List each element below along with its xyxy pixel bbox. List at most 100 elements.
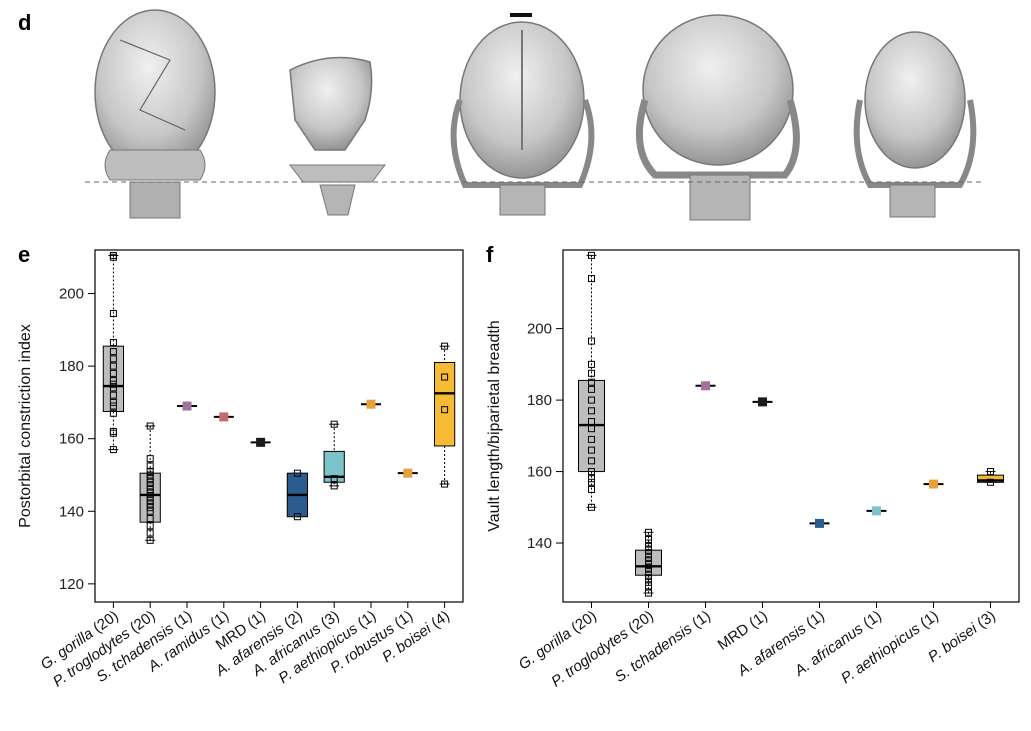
skull-3-image [450, 13, 595, 216]
data-point [588, 385, 595, 393]
box-iqr [977, 474, 1004, 483]
data-point [293, 469, 301, 477]
data-point [441, 480, 449, 488]
data-point [588, 275, 595, 283]
data-point [645, 564, 652, 572]
data-point [588, 457, 595, 465]
data-point [109, 369, 117, 377]
y-tick-label: 180 [527, 392, 552, 409]
skull-5-image [853, 31, 977, 218]
data-point [146, 496, 154, 504]
data-point [293, 513, 301, 521]
data-point [109, 427, 117, 435]
data-point [588, 446, 595, 454]
box-iqr [102, 345, 125, 412]
data-point [330, 482, 338, 490]
y-tick-label: 140 [59, 503, 84, 520]
data-point [645, 550, 652, 558]
data-point [109, 362, 117, 370]
data-point [146, 504, 154, 512]
single-value-marker [872, 506, 881, 516]
data-point [109, 446, 117, 454]
data-point [588, 503, 595, 511]
data-point [645, 553, 652, 561]
data-point [645, 543, 652, 551]
x-tick-label: P. troglodytes (20) [548, 607, 657, 690]
data-point [146, 522, 154, 530]
data-point [146, 467, 154, 475]
data-point [109, 310, 117, 318]
chart-f: 140 160 180 200 Vault length/biparietal brea… [486, 249, 1020, 690]
data-point [109, 355, 117, 363]
y-tick-label: 180 [59, 358, 84, 375]
data-point [146, 475, 154, 483]
data-point [645, 535, 652, 543]
data-point [645, 557, 652, 565]
data-point [109, 251, 117, 259]
data-point [645, 578, 652, 586]
panel-label-d: d [18, 10, 32, 35]
data-point [146, 462, 154, 470]
y-tick-label: 200 [59, 286, 84, 303]
single-value-marker [758, 397, 767, 407]
data-point [146, 500, 154, 508]
chart-e: 120 140 160 180 200 Postorbital constriction … [17, 249, 464, 690]
data-point [109, 339, 117, 347]
data-point [645, 560, 652, 568]
data-point [109, 402, 117, 410]
data-point [588, 396, 595, 404]
data-point [588, 407, 595, 415]
data-point [109, 377, 117, 385]
y-tick-label: 120 [59, 576, 84, 593]
data-point [987, 478, 994, 486]
data-point [645, 571, 652, 579]
data-point [588, 478, 595, 486]
data-point [146, 489, 154, 497]
data-point [588, 251, 595, 259]
single-value-marker [219, 412, 229, 422]
data-point [109, 409, 117, 417]
skull-images-panel [85, 9, 985, 221]
skull-4-image [635, 14, 800, 221]
data-point [146, 529, 154, 537]
data-point [645, 546, 652, 554]
data-point [588, 418, 595, 426]
data-point [645, 589, 652, 597]
data-point [146, 493, 154, 501]
y-axis-label: Vault length/biparietal breadth [486, 320, 503, 531]
data-point [146, 486, 154, 494]
data-point [330, 475, 338, 483]
data-point [146, 507, 154, 515]
y-tick-label: 200 [527, 321, 552, 338]
x-tick-label-count: (20) [565, 607, 600, 639]
single-value-marker [701, 381, 710, 391]
data-point [588, 337, 595, 345]
data-point [588, 369, 595, 377]
data-point [146, 471, 154, 479]
data-point [109, 380, 117, 388]
data-point [146, 422, 154, 430]
data-point [109, 384, 117, 392]
data-point [588, 360, 595, 368]
data-point [109, 398, 117, 406]
data-point [645, 528, 652, 536]
single-value-marker [256, 437, 266, 447]
single-value-marker [182, 401, 192, 411]
box-iqr [323, 450, 345, 483]
plot-frame [94, 249, 464, 603]
box-iqr [433, 361, 456, 447]
data-point [109, 348, 117, 356]
skull-1-image [94, 9, 216, 219]
panel-label-f: f [486, 242, 494, 267]
data-point [588, 475, 595, 483]
data-point [588, 435, 595, 443]
y-tick-label: 160 [527, 464, 552, 481]
data-point [645, 568, 652, 576]
data-point [645, 582, 652, 590]
x-tick-label: P. aethiopicus (1) [838, 607, 942, 687]
data-point [588, 485, 595, 493]
data-point [146, 478, 154, 486]
data-point [588, 378, 595, 386]
x-tick-label: S. tchadensis (1) [612, 607, 714, 685]
skull-2-image [288, 56, 387, 216]
